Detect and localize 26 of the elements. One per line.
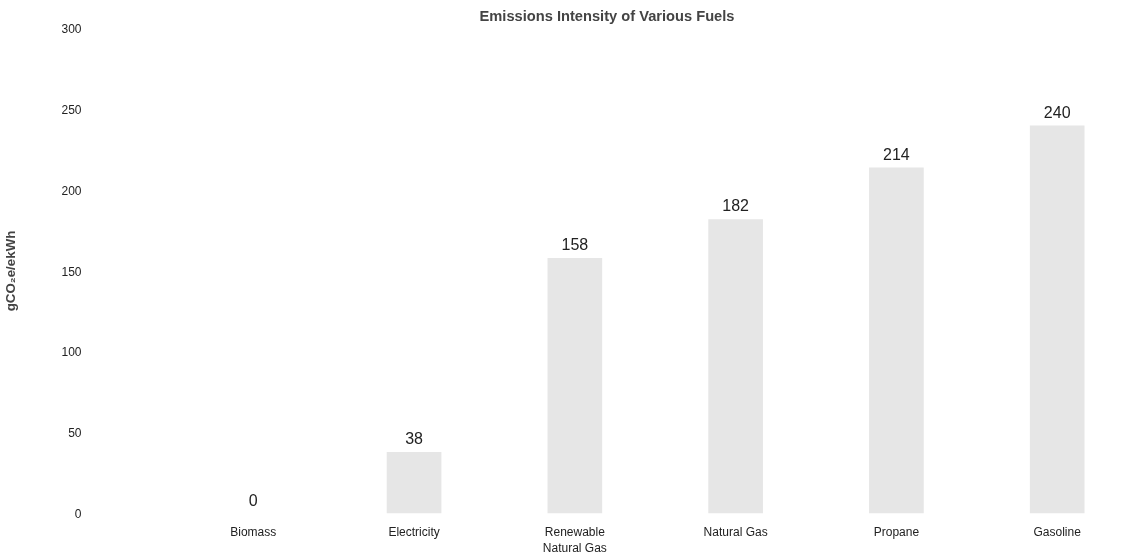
y-axis-title: gCO₂e/ekWh xyxy=(3,230,19,312)
x-tick-label: Electricity xyxy=(388,524,440,539)
bar xyxy=(869,167,924,514)
bar xyxy=(708,219,763,514)
y-tick-label: 50 xyxy=(68,426,82,441)
y-tick-label: 150 xyxy=(61,264,82,279)
bar xyxy=(386,452,442,514)
y-tick-label: 200 xyxy=(61,183,82,198)
data-label: 0 xyxy=(248,491,258,509)
x-tick-label: Biomass xyxy=(230,524,277,539)
y-tick-label: 0 xyxy=(74,507,82,521)
x-tick-label: Gasoline xyxy=(1033,524,1082,539)
data-label: 158 xyxy=(561,236,589,254)
chart-title: Emissions Intensity of Various Fuels xyxy=(479,7,735,24)
data-label: 182 xyxy=(722,197,750,215)
bar xyxy=(1029,125,1085,514)
x-tick-label: Propane xyxy=(873,524,920,539)
y-tick-label: 100 xyxy=(61,345,82,360)
bar xyxy=(547,258,603,514)
y-tick-label: 300 xyxy=(61,22,82,36)
data-label: 214 xyxy=(883,145,910,163)
x-tick-label: Natural Gas xyxy=(703,524,768,539)
x-tick-label: Renewable Natural Gas xyxy=(542,524,607,556)
data-label: 240 xyxy=(1043,103,1071,121)
data-label: 38 xyxy=(405,430,424,448)
y-tick-label: 250 xyxy=(61,102,82,117)
